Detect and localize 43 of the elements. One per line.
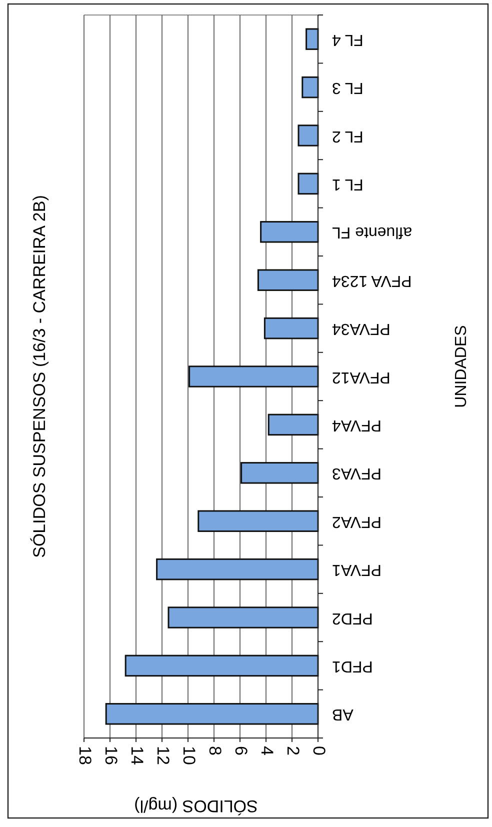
bar <box>298 124 319 146</box>
y-tick-label: FL 3 <box>332 79 364 96</box>
bar <box>257 269 319 291</box>
x-tick-label: 12 <box>154 746 173 765</box>
bar <box>188 366 319 388</box>
y-tick-label: PFVA34 <box>332 320 390 338</box>
bar <box>268 414 319 436</box>
bar <box>168 606 319 628</box>
bar <box>306 28 319 50</box>
x-tick-label: 10 <box>180 746 199 765</box>
y-tick-label: AB <box>332 706 354 723</box>
bar <box>105 703 319 725</box>
y-tick-label: FL 2 <box>332 127 364 144</box>
x-axis-title: SÓLIDOS (mg/l) <box>134 796 258 816</box>
y-tick-label: PFD1 <box>332 657 373 674</box>
x-tick-label: 16 <box>102 746 121 765</box>
x-tick-label: 8 <box>206 746 225 756</box>
x-tick-label: 4 <box>258 746 277 756</box>
bar <box>156 558 319 580</box>
y-tick-label: FL 1 <box>332 175 364 192</box>
bar <box>260 221 319 243</box>
x-tick-label: 0 <box>310 746 329 756</box>
y-tick-label: FL 4 <box>332 30 364 48</box>
y-tick-label: PFD2 <box>332 609 373 626</box>
x-tick-label: 14 <box>128 746 147 765</box>
x-tick-label: 2 <box>284 746 303 756</box>
bar <box>124 654 319 677</box>
y-tick-label: afluente FL <box>332 224 412 241</box>
bar <box>298 172 319 195</box>
x-tick-label: 6 <box>232 746 251 756</box>
bar <box>198 510 319 532</box>
y-tick-label: PFVA2 <box>332 512 382 530</box>
bar <box>240 462 319 484</box>
y-tick-label: PFVA 1234 <box>332 272 412 289</box>
bar <box>264 317 319 340</box>
y-tick-label: PFVA12 <box>332 368 390 386</box>
bar <box>302 76 319 98</box>
y-tick-label: PFVA4 <box>332 416 382 434</box>
y-tick-label: PFVA1 <box>332 561 382 578</box>
x-tick-label: 18 <box>76 746 95 765</box>
y-tick-label: PFVA3 <box>332 464 382 482</box>
y-axis-title: UNIDADES <box>453 325 470 408</box>
text: SÓLIDOS SUSPENSOS (16/3 - CARREIRA 2B) <box>30 195 49 558</box>
